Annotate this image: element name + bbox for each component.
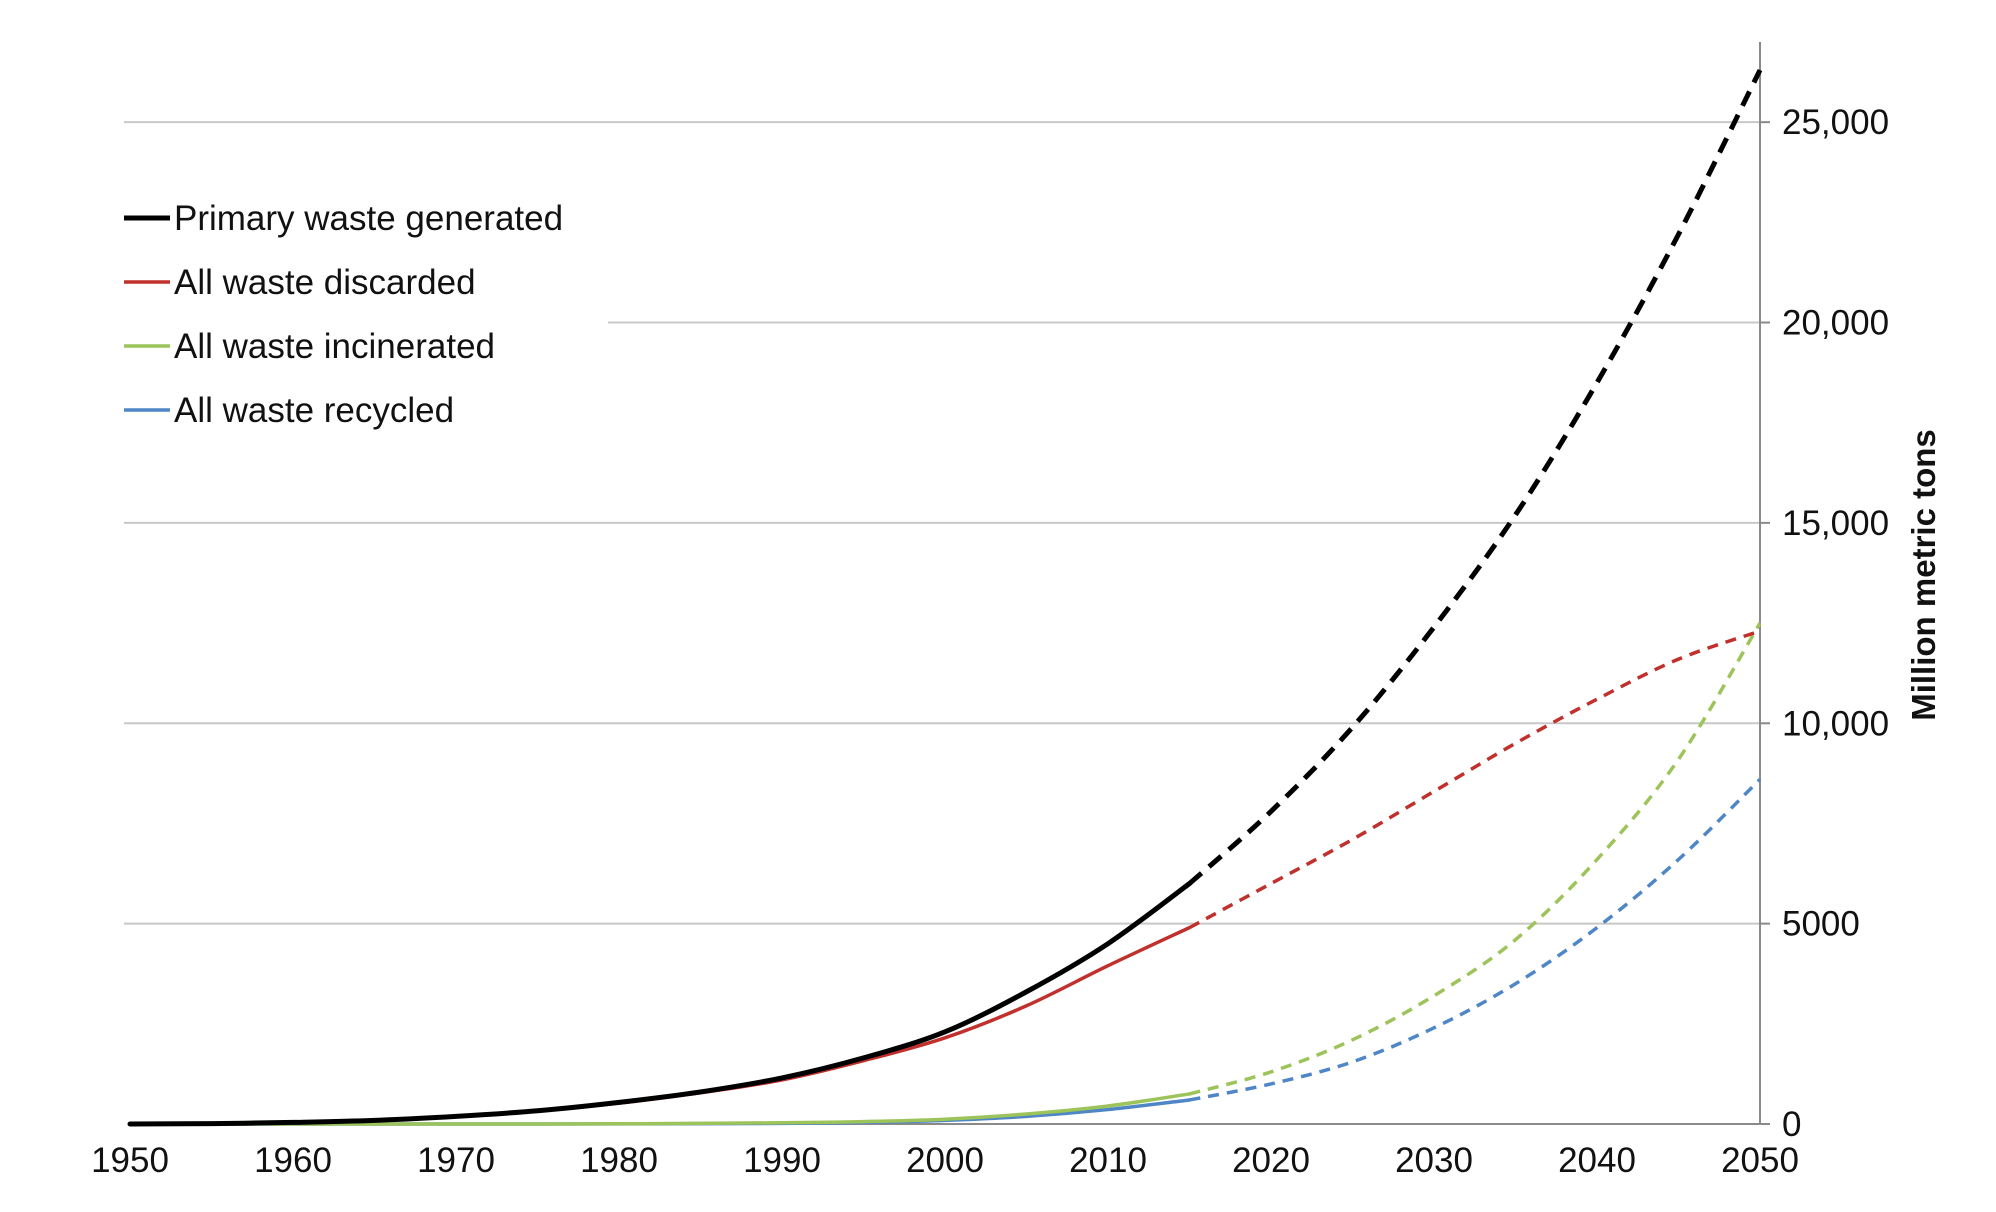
x-tick-label: 1960 [254, 1141, 332, 1180]
series-line-all-waste-incinerated-projection [1189, 622, 1762, 1096]
series-line-all-waste-recycled-projection [1189, 778, 1762, 1102]
y-axis-title: Million metric tons [1905, 429, 1942, 721]
legend-item: All waste discarded [124, 263, 476, 302]
series-line-all-waste-incinerated-historical [128, 1092, 1192, 1126]
x-tick-label: 2010 [1069, 1141, 1147, 1180]
x-tick-label: 2000 [906, 1141, 984, 1180]
legend-label: Primary waste generated [174, 199, 563, 238]
series-line-all-waste-discarded-historical [128, 925, 1192, 1126]
y-tick-label: 20,000 [1782, 304, 1889, 343]
x-tick-label: 1970 [417, 1141, 495, 1180]
legend-item: Primary waste generated [124, 199, 563, 238]
legend-label: All waste discarded [174, 263, 476, 302]
y-tick-label: 5000 [1782, 905, 1860, 944]
series-line-primary-waste-generated-projection [1187, 68, 1763, 886]
legend-item: All waste recycled [124, 391, 454, 430]
x-tick-label: 1980 [580, 1141, 658, 1180]
y-tick-label: 0 [1782, 1105, 1801, 1144]
x-tick-label: 2040 [1558, 1141, 1636, 1180]
legend-label: All waste recycled [174, 391, 454, 430]
legend-item: All waste incinerated [124, 327, 495, 366]
x-tick-label: 2050 [1721, 1141, 1799, 1180]
y-tick-label: 25,000 [1782, 103, 1889, 142]
x-axis-tick-labels: 1950 1960 1970 1980 1990 2000 2010 2020 2030 2040… [91, 1141, 1799, 1180]
grid-lines [124, 121, 1760, 925]
x-tick-label: 2020 [1232, 1141, 1310, 1180]
series-lines [127, 68, 1763, 1127]
x-tick-label: 1950 [91, 1141, 169, 1180]
y-tick-label: 15,000 [1782, 504, 1889, 543]
y-axis-tick-labels: 0 5000 10,000 15,000 20,000 25,000 [1782, 103, 1889, 1144]
x-tick-label: 1990 [743, 1141, 821, 1180]
legend: Primary waste generated All waste discard… [124, 199, 563, 430]
x-tick-label: 2030 [1395, 1141, 1473, 1180]
legend-label: All waste incinerated [174, 327, 495, 366]
series-line-all-waste-discarded-projection [1188, 629, 1761, 930]
y-tick-label: 10,000 [1782, 704, 1889, 743]
series-line-primary-waste-generated-historical [127, 881, 1192, 1127]
